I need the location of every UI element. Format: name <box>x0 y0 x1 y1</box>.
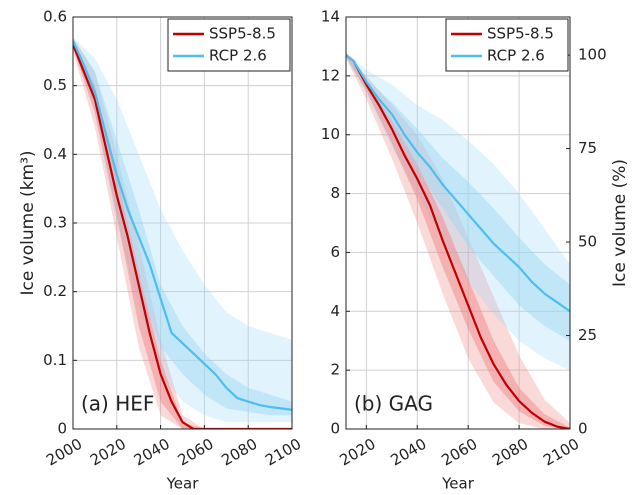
x-axis-label: Year <box>441 475 475 493</box>
legend-label: RCP 2.6 <box>209 47 267 65</box>
y-tick-label: 10 <box>321 125 340 143</box>
uncertainty-band <box>346 53 570 341</box>
y-tick-label: 14 <box>321 8 340 26</box>
y-tick-label: 2 <box>330 361 340 379</box>
y-tick-label: 0 <box>57 420 67 438</box>
panel: 0 0.1 0.2 0.3 0.4 0.5 0.6 2000 2020 2040 2060 2080 2… <box>18 8 304 493</box>
uncertainty-band <box>73 37 292 429</box>
legend-box <box>445 18 569 72</box>
x-axis-label: Year <box>166 475 200 493</box>
legend-label: RCP 2.6 <box>487 47 545 65</box>
median-line <box>346 54 570 429</box>
uncertainty-band <box>73 37 292 423</box>
plot-area <box>73 37 292 429</box>
y-tick-label: 0.4 <box>43 145 67 163</box>
y-tick-label: 0.6 <box>43 8 67 26</box>
panel-annotation: (b) GAG <box>354 392 433 416</box>
y2-tick-label: 100 <box>578 46 607 64</box>
uncertainty-band <box>346 52 570 429</box>
legend-label: SSP5-8.5 <box>209 25 276 43</box>
median-line <box>73 44 292 429</box>
x-tick-label: 2060 <box>175 435 217 470</box>
y2-tick-label: 25 <box>578 326 597 344</box>
x-tick-label: 2020 <box>337 435 379 470</box>
x-tick-label: 2040 <box>387 435 429 470</box>
median-line <box>346 54 570 313</box>
y-tick-label: 8 <box>330 184 340 202</box>
y-tick-label: 0.1 <box>43 351 67 369</box>
x-tick-label: 2100 <box>262 435 304 470</box>
y-tick-label: 4 <box>330 302 340 320</box>
y-axis-label: Ice volume (km³) <box>18 150 38 295</box>
x-tick-label: 2040 <box>131 435 173 470</box>
y2-tick-label: 0 <box>578 420 588 438</box>
legend-box <box>167 18 291 72</box>
x-tick-label: 2080 <box>218 435 260 470</box>
y2-tick-label: 75 <box>578 139 597 157</box>
y-tick-label: 0.3 <box>43 214 67 232</box>
axes-box <box>345 16 571 430</box>
panel-annotation: (a) HEF <box>81 392 154 416</box>
y-tick-label: 12 <box>321 66 340 84</box>
x-tick-label: 2100 <box>540 435 582 470</box>
y2-axis-label: Ice volume (%) <box>610 159 630 287</box>
x-tick-label: 2020 <box>87 435 129 470</box>
y-tick-label: 0 <box>330 420 340 438</box>
x-tick-label: 2080 <box>489 435 531 470</box>
y-tick-label: 0.5 <box>43 76 67 94</box>
uncertainty-band <box>73 37 292 416</box>
median-line <box>73 40 292 411</box>
x-tick-label: 2000 <box>43 435 85 470</box>
y2-tick-label: 50 <box>578 233 597 251</box>
y-tick-label: 6 <box>330 243 340 261</box>
y-tick-label: 0.2 <box>43 282 67 300</box>
plot-area <box>346 52 570 429</box>
x-tick-label: 2060 <box>438 435 480 470</box>
legend-label: SSP5-8.5 <box>487 25 554 43</box>
